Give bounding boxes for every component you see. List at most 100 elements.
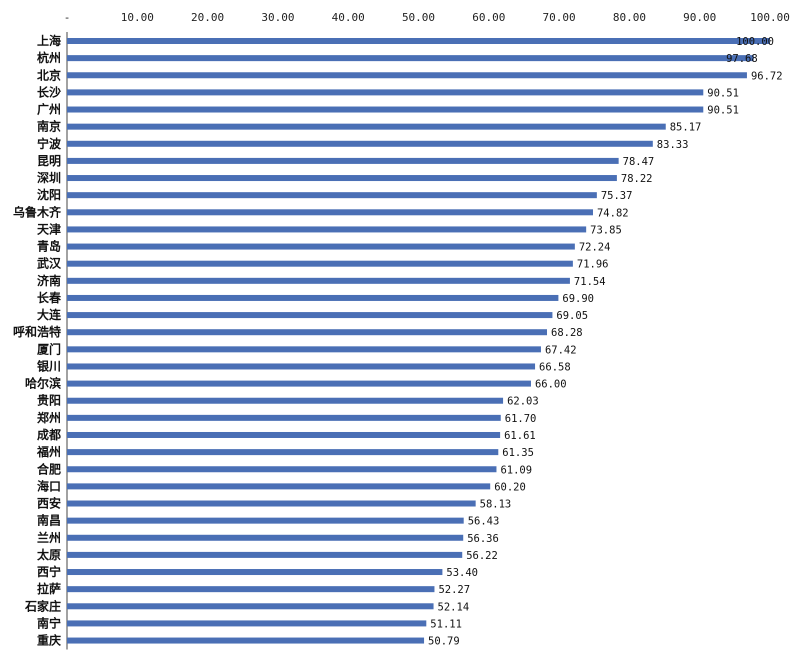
value-label: 61.61: [504, 430, 536, 442]
bar: [67, 517, 464, 524]
category-label: 南昌: [37, 513, 61, 528]
value-label: 75.37: [601, 190, 633, 202]
value-label: 60.20: [494, 481, 526, 493]
bar: [67, 431, 501, 438]
bar: [67, 637, 425, 644]
x-tick-label: 50.00: [402, 11, 435, 24]
category-label: 西宁: [37, 564, 61, 579]
value-label: 52.27: [438, 584, 470, 596]
value-label: 62.03: [507, 396, 539, 408]
category-label: 深圳: [37, 170, 61, 185]
value-label: 61.09: [500, 464, 532, 476]
value-label: 52.14: [438, 601, 470, 613]
category-label: 天津: [37, 221, 61, 236]
bar: [67, 260, 573, 267]
bars-group: [67, 38, 770, 644]
value-label: 83.33: [657, 139, 689, 151]
value-label: 61.35: [502, 447, 534, 459]
bar: [67, 277, 570, 284]
bar: [67, 569, 443, 576]
category-label: 宁波: [37, 136, 62, 151]
category-label: 上海: [37, 33, 61, 48]
value-label: 56.43: [468, 516, 500, 528]
bar: [67, 363, 536, 370]
x-tick-label: 90.00: [683, 11, 716, 24]
category-label: 南宁: [37, 615, 61, 630]
bar: [67, 620, 427, 627]
category-label: 重庆: [37, 633, 61, 648]
bar: [67, 483, 491, 490]
x-tick-label: 70.00: [543, 11, 576, 24]
x-tick-label: 80.00: [613, 11, 646, 24]
bar: [67, 586, 435, 593]
value-label: 56.22: [466, 550, 498, 562]
value-labels: 100.00 97.68 96.72 90.51 90.51 85.17 83.3378.4…: [428, 36, 782, 648]
value-label: 71.54: [574, 276, 606, 288]
value-label: 78.22: [621, 173, 653, 185]
category-label: 乌鲁木齐: [13, 204, 62, 219]
bar: [67, 192, 597, 199]
bar: [67, 414, 501, 421]
value-label: 69.90: [562, 293, 594, 305]
category-label: 海口: [37, 478, 61, 493]
bar: [67, 551, 463, 558]
x-axis-ticks: - 10.00 20.00 30.00 40.00 50.00 60.00 70.00 80.0…: [64, 11, 790, 24]
category-label: 呼和浩特: [13, 324, 61, 339]
bar: [67, 123, 666, 130]
x-tick-label: 40.00: [332, 11, 365, 24]
bar: [67, 312, 553, 319]
value-label: 66.58: [539, 361, 571, 373]
bar: [67, 603, 434, 610]
x-tick-label: -: [64, 11, 71, 24]
value-label: 100.00: [736, 36, 774, 48]
category-label: 长春: [37, 290, 62, 305]
value-label: 51.11: [430, 618, 462, 630]
category-label: 青岛: [37, 239, 61, 254]
category-label: 北京: [37, 67, 61, 82]
value-label: 68.28: [551, 327, 583, 339]
value-label: 69.05: [556, 310, 588, 322]
category-label: 厦门: [37, 341, 61, 356]
bar: [67, 397, 504, 404]
value-label: 85.17: [670, 122, 702, 134]
category-label: 郑州: [37, 410, 61, 425]
bar: [67, 500, 476, 507]
category-label: 大连: [37, 307, 62, 322]
value-label: 58.13: [480, 499, 512, 511]
bar: [67, 329, 548, 336]
value-label: 73.85: [590, 224, 622, 236]
value-label: 66.00: [535, 379, 567, 391]
bar: [67, 38, 770, 44]
category-label: 银川: [37, 358, 61, 373]
bar: [67, 449, 499, 456]
category-label: 杭州: [37, 50, 61, 65]
bar: [67, 294, 559, 301]
category-label: 南京: [37, 119, 61, 134]
value-label: 74.82: [597, 207, 629, 219]
value-label: 56.36: [467, 533, 499, 545]
category-label: 石家庄: [24, 598, 61, 613]
bar: [67, 157, 619, 164]
bar: [67, 243, 575, 250]
category-label: 合肥: [37, 461, 61, 476]
bar: [67, 209, 593, 216]
x-tick-label: 100.00: [750, 11, 790, 24]
value-label: 72.24: [579, 242, 611, 254]
bar: [67, 346, 541, 353]
x-tick-label: 10.00: [121, 11, 154, 24]
category-label: 沈阳: [37, 187, 61, 202]
value-label: 71.96: [577, 259, 609, 271]
bar: [67, 175, 617, 182]
category-label: 哈尔滨: [25, 376, 61, 391]
bar: [67, 226, 587, 233]
value-label: 53.40: [446, 567, 478, 579]
value-label: 78.47: [623, 156, 655, 168]
category-label: 成都: [37, 427, 61, 442]
category-labels: 上海杭州北京长沙广州南京宁波昆明深圳沈阳乌鲁木齐天津青岛武汉济南长春大连呼和浩特…: [13, 33, 62, 648]
value-label: 96.72: [751, 70, 783, 82]
bar: [67, 55, 754, 62]
category-label: 武汉: [37, 256, 62, 271]
category-label: 福州: [36, 444, 61, 459]
